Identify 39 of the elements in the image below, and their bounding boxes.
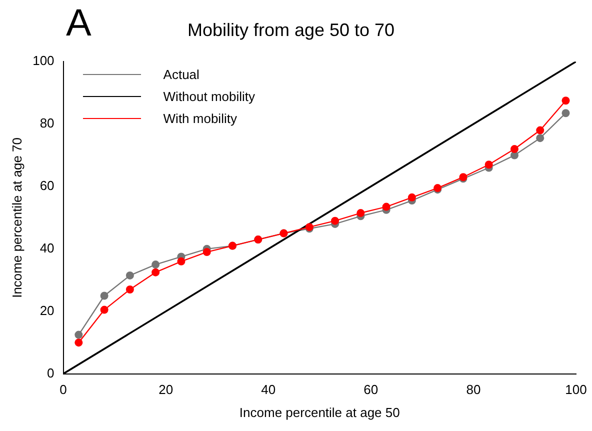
point <box>536 126 544 134</box>
x-tick-label: 100 <box>565 382 587 398</box>
point <box>100 292 108 300</box>
legend-label: Without mobility <box>163 89 256 104</box>
legend-label: Actual <box>163 67 200 82</box>
point <box>510 145 518 154</box>
y-axis-title: Income percentile at age 70 <box>9 137 24 298</box>
y-tick-label: 40 <box>40 240 54 256</box>
y-tick-label: 20 <box>40 302 54 318</box>
point <box>74 338 83 347</box>
x-tick-label: 80 <box>466 382 481 398</box>
y-tick-label: 80 <box>40 116 54 131</box>
chart-title: Mobility from age 50 to 70 <box>187 20 395 40</box>
y-tick-label: 60 <box>40 178 54 194</box>
point <box>152 260 160 269</box>
point <box>382 202 390 211</box>
point <box>331 216 340 225</box>
y-tick-label: 0 <box>47 365 54 380</box>
point <box>74 330 83 339</box>
x-tick-label: 0 <box>60 382 67 398</box>
point <box>126 271 134 280</box>
point <box>536 134 544 142</box>
y-tick-label: 100 <box>32 53 54 68</box>
point <box>408 193 416 202</box>
point <box>356 209 365 218</box>
x-axis-title: Income percentile at age 50 <box>239 404 400 420</box>
text: A <box>66 2 92 44</box>
point <box>126 286 134 294</box>
x-tick-label: 60 <box>364 382 378 398</box>
point <box>484 160 493 169</box>
point <box>152 268 160 276</box>
point <box>562 96 570 105</box>
point <box>202 248 211 256</box>
x-tick-label: 40 <box>261 382 276 398</box>
point <box>562 109 570 118</box>
x-tick-label: 20 <box>158 382 174 398</box>
legend-label: With mobility <box>163 111 237 126</box>
point <box>100 306 108 314</box>
point <box>177 257 186 266</box>
